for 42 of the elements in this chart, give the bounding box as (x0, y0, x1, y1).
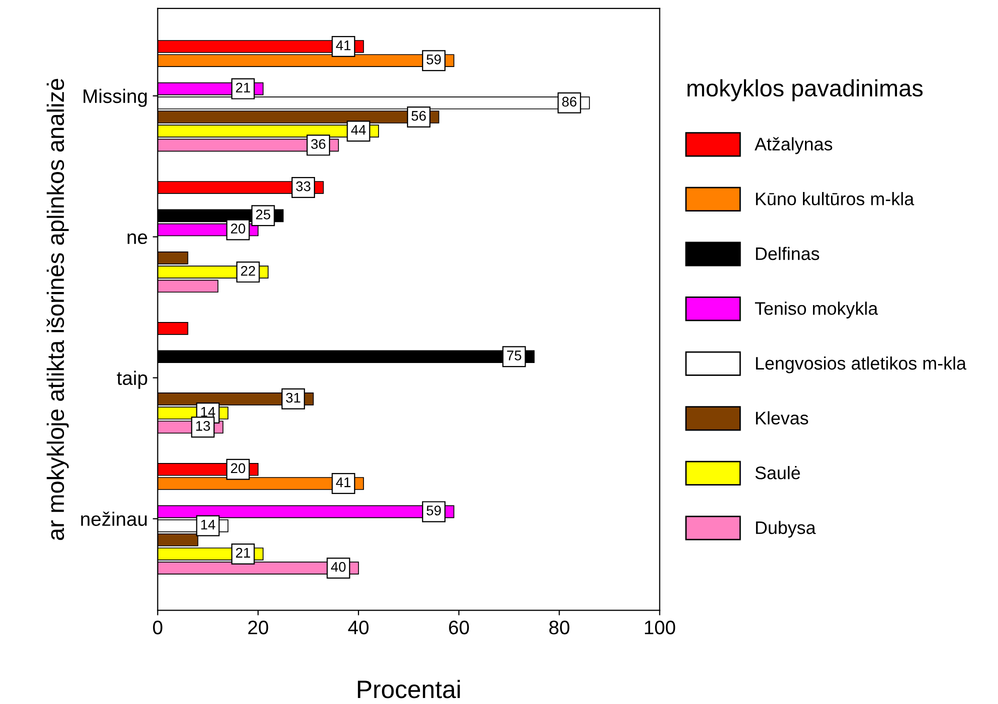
data-label: 20 (230, 463, 246, 474)
y-axis-title: ar mokykloje atlikta išorinės aplinkos analizė (46, 78, 69, 540)
data-label: 36 (311, 139, 326, 149)
data-label: 14 (201, 520, 216, 530)
x-tick-label: 80 (549, 620, 570, 634)
legend-label: Dubysa (756, 520, 816, 538)
data-label: 20 (230, 224, 246, 234)
legend-label: Lengvosios atletikos m-kla (756, 356, 966, 374)
y-tick-label: ne (128, 233, 148, 244)
data-label: 33 (296, 181, 310, 192)
x-tick-label: 100 (644, 620, 676, 634)
data-label: 59 (426, 506, 441, 516)
legend-label: Delfinas (756, 246, 820, 260)
data-label: 44 (351, 125, 366, 135)
y-tick-label: nežinau (81, 512, 147, 526)
y-tick-label: Missing (84, 88, 147, 107)
data-label: 13 (196, 421, 210, 431)
data-label: 21 (236, 82, 250, 92)
legend-label: Atžalynas (754, 137, 832, 154)
x-tick-label: 0 (153, 620, 162, 634)
data-label: 41 (336, 40, 350, 50)
legend-label: Klevas (756, 411, 808, 424)
data-label: 59 (426, 54, 441, 64)
legend-label: Teniso mokykla (754, 302, 878, 318)
legend-label: Saulė (755, 466, 800, 480)
x-axis-title: Procentai (358, 680, 460, 698)
x-tick-label: 60 (449, 620, 469, 634)
y-tick-label: taip (116, 370, 148, 389)
x-tick-label: 20 (248, 620, 268, 634)
data-label: 14 (201, 407, 216, 417)
data-label: 31 (286, 392, 300, 403)
data-label: 40 (330, 562, 346, 572)
x-tick-label: 40 (348, 620, 369, 634)
data-label: 25 (256, 210, 270, 220)
data-label: 41 (336, 478, 350, 488)
data-label: 56 (412, 110, 426, 121)
data-label: 75 (507, 350, 522, 360)
data-label: 86 (562, 96, 576, 107)
legend-title: mokyklos pavadinimas (688, 79, 923, 102)
data-label: 21 (236, 548, 250, 558)
legend-label: Kūno kultūros m-kla (756, 192, 914, 206)
data-label: 22 (241, 266, 256, 276)
